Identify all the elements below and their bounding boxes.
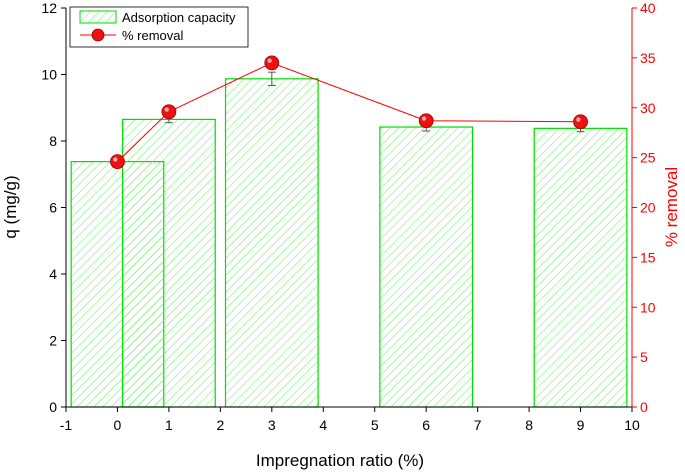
x-tick-label-3: 3 (268, 417, 276, 433)
legend-marker-removal (91, 28, 105, 42)
y-right-tick-label-25: 25 (640, 150, 656, 166)
x-tick-label-2: 2 (216, 417, 224, 433)
bar-3 (224, 78, 319, 408)
y-left-tick-label-0: 0 (49, 399, 57, 415)
y-right-tick-label-20: 20 (640, 200, 656, 216)
x-tick-label-9: 9 (577, 417, 585, 433)
y-right-tick-label-30: 30 (640, 100, 656, 116)
y-right-ticks-layer: 0 5 10 15 20 25 30 35 40 (632, 0, 656, 415)
y-right-tick-label-40: 40 (640, 0, 656, 16)
x-tick-label-0: 0 (114, 417, 122, 433)
y-left-tick-label-2: 2 (49, 333, 57, 349)
x-tick-label-4: 4 (319, 417, 327, 433)
x-ticks-layer: -1 0 1 2 3 4 5 6 7 8 9 10 (60, 407, 640, 433)
removal-point-1 (161, 104, 177, 120)
y-left-ticks-layer: 0 2 4 6 8 10 12 (41, 0, 66, 415)
y-left-tick-label-6: 6 (49, 200, 57, 216)
x-tick-label-7: 7 (474, 417, 482, 433)
removal-point-6 (418, 113, 434, 129)
legend-label-removal: % removal (122, 28, 184, 43)
y-left-tick-label-8: 8 (49, 133, 57, 149)
x-tick-label-1: 1 (165, 417, 173, 433)
x-tick-label-5: 5 (371, 417, 379, 433)
legend: Adsorption capacity % removal (69, 6, 249, 48)
removal-point-3 (264, 55, 280, 71)
bar-1 (121, 118, 216, 408)
x-tick-label-8: 8 (525, 417, 533, 433)
legend-swatch-adsorption-capacity (79, 10, 117, 24)
x-tick-label-6: 6 (422, 417, 430, 433)
bar-9 (533, 127, 628, 408)
bars-layer (70, 78, 628, 408)
removal-point-0 (110, 154, 125, 170)
error-bar-3 (267, 71, 276, 86)
x-tick-label--1: -1 (60, 417, 73, 433)
bar-6 (379, 126, 474, 408)
y-right-tick-label-35: 35 (640, 50, 656, 66)
x-tick-label-10: 10 (624, 417, 640, 433)
removal-point-9 (573, 114, 588, 130)
legend-label-adsorption-capacity: Adsorption capacity (122, 10, 236, 25)
y-right-tick-label-10: 10 (640, 299, 656, 315)
y-right-tick-label-15: 15 (640, 249, 656, 265)
x-axis-title: Impregnation ratio (%) (256, 451, 424, 470)
y-right-tick-label-5: 5 (640, 349, 648, 365)
y-left-tick-label-10: 10 (41, 67, 57, 83)
y-right-axis-title: % removal (662, 167, 681, 247)
y-left-tick-label-12: 12 (41, 0, 57, 16)
y-right-tick-label-0: 0 (640, 399, 648, 415)
y-left-axis-title: q (mg/g) (1, 175, 20, 238)
removal-points-layer (110, 55, 588, 170)
y-left-tick-label-4: 4 (49, 266, 57, 282)
